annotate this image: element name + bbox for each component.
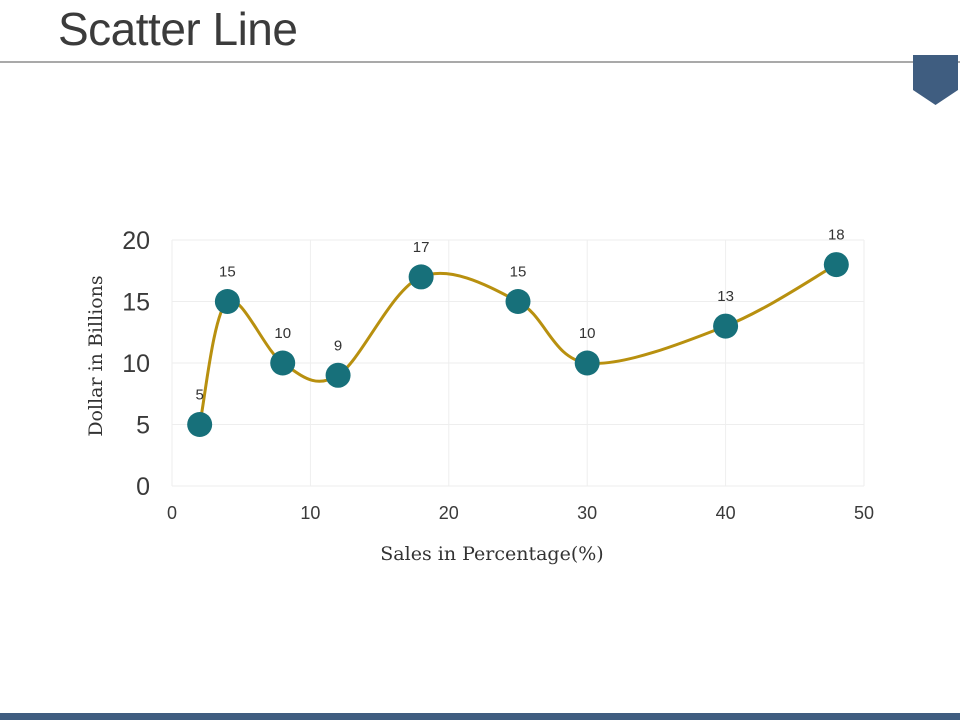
y-tick-label: 15 — [122, 289, 150, 317]
data-point — [325, 362, 351, 388]
y-tick-label: 20 — [122, 227, 150, 255]
x-tick-label: 40 — [716, 503, 736, 523]
data-point — [713, 313, 739, 339]
data-label: 10 — [579, 325, 596, 342]
pentagon-bookmark-icon — [913, 55, 958, 105]
data-point — [187, 412, 213, 437]
x-tick-label: 10 — [300, 503, 320, 523]
y-axis-title: Dollar in Billions — [85, 275, 107, 436]
footer-bar — [0, 713, 960, 720]
data-point — [214, 289, 240, 314]
x-tick-label: 50 — [854, 503, 874, 523]
x-tick-label: 0 — [167, 503, 177, 523]
data-point — [505, 289, 531, 314]
title-divider — [0, 61, 960, 63]
series-markers — [187, 252, 849, 437]
slide-title: Scatter Line — [58, 3, 298, 55]
data-label: 15 — [510, 264, 527, 281]
data-point — [574, 350, 600, 376]
data-label: 5 — [196, 387, 204, 404]
x-tick-label: 30 — [577, 503, 597, 523]
x-axis-ticks: 0 10 20 30 40 50 — [167, 503, 874, 523]
data-point — [270, 350, 296, 376]
x-tick-label: 20 — [439, 503, 459, 523]
y-tick-label: 0 — [136, 473, 150, 501]
data-point — [408, 264, 434, 290]
data-label: 18 — [828, 227, 845, 244]
data-labels: 5 15 10 9 17 15 10 13 18 — [196, 227, 845, 404]
y-tick-label: 5 — [136, 412, 150, 440]
data-label: 15 — [219, 264, 236, 281]
data-label: 10 — [274, 325, 291, 342]
series-line — [198, 263, 838, 425]
data-label: 17 — [413, 239, 430, 256]
x-axis-title: Sales in Percentage(%) — [380, 543, 603, 565]
data-label: 13 — [717, 288, 734, 305]
data-point — [823, 252, 849, 278]
y-axis-ticks: 0 5 10 15 20 — [122, 227, 150, 501]
data-label: 9 — [334, 337, 342, 354]
y-tick-label: 10 — [122, 350, 150, 378]
